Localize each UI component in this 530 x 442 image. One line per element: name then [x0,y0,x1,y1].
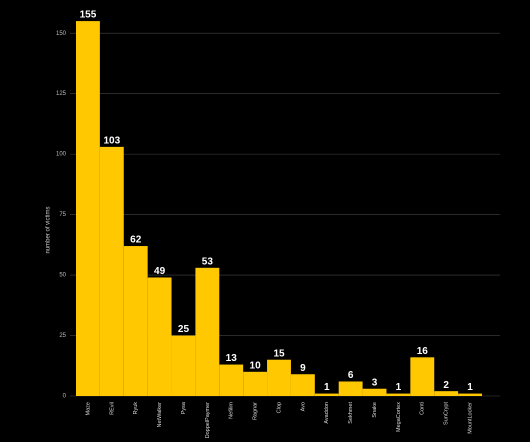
x-tick-label: MountLocker [468,402,474,434]
y-tick-label: 0 [63,394,67,400]
bar [362,388,387,396]
x-tick-label: Avo [300,402,306,411]
y-tick-label: 150 [56,31,67,37]
value-label: 49 [154,266,166,277]
y-tick-label: 50 [59,273,66,279]
x-tick-label: Conti [420,402,426,415]
value-label: 62 [130,235,142,246]
x-tick-label: Snake [372,402,378,418]
value-label: 13 [226,353,238,364]
bar [99,146,124,396]
y-axis-label: number of victims [46,206,52,253]
x-tick-label: Clop [276,402,282,413]
value-label: 15 [273,348,285,359]
bar [243,371,268,396]
bar [76,21,100,396]
bar [267,359,291,396]
y-tick-label: 25 [59,333,66,339]
x-tick-label: Pysa [181,401,187,414]
value-label: 1 [324,382,330,393]
value-label: 16 [417,346,429,357]
value-label: 6 [348,370,354,381]
x-tick-label: Sekhmet [348,402,354,424]
x-tick-label: SunCrypt [444,402,450,425]
bar [123,246,148,396]
x-tick-label: Ryuk [133,402,139,415]
x-tick-label: NetWalker [157,402,163,428]
value-label: 155 [80,10,97,21]
x-tick-label: Avaddon [324,402,330,424]
x-tick-label: MegaCortex [396,402,402,432]
bar [314,393,339,396]
value-label: 103 [103,136,120,147]
value-label: 1 [467,382,473,393]
value-label: 53 [202,256,214,267]
value-label: 1 [396,382,402,393]
bar [338,381,363,396]
bar [219,364,244,396]
bar [458,393,482,396]
bar [434,391,459,396]
value-label: 2 [443,380,449,391]
bar [290,374,315,396]
value-label: 25 [178,324,190,335]
y-tick-label: 75 [59,212,66,218]
y-tick-label: 125 [56,91,67,97]
bar [386,393,411,396]
value-label: 9 [300,363,306,374]
x-tick-label: Ragnar [253,402,259,420]
bar [410,357,435,396]
value-label: 10 [250,360,262,371]
x-tick-label: DoppelPaymer [205,402,211,439]
y-tick-label: 100 [56,152,67,158]
x-tick-label: Maze [85,402,91,415]
bar [171,335,196,396]
bar [147,277,172,396]
bar [195,267,220,396]
x-tick-label: Nefilim [229,402,235,419]
x-tick-label: REvil [109,402,115,415]
value-label: 3 [372,377,378,388]
